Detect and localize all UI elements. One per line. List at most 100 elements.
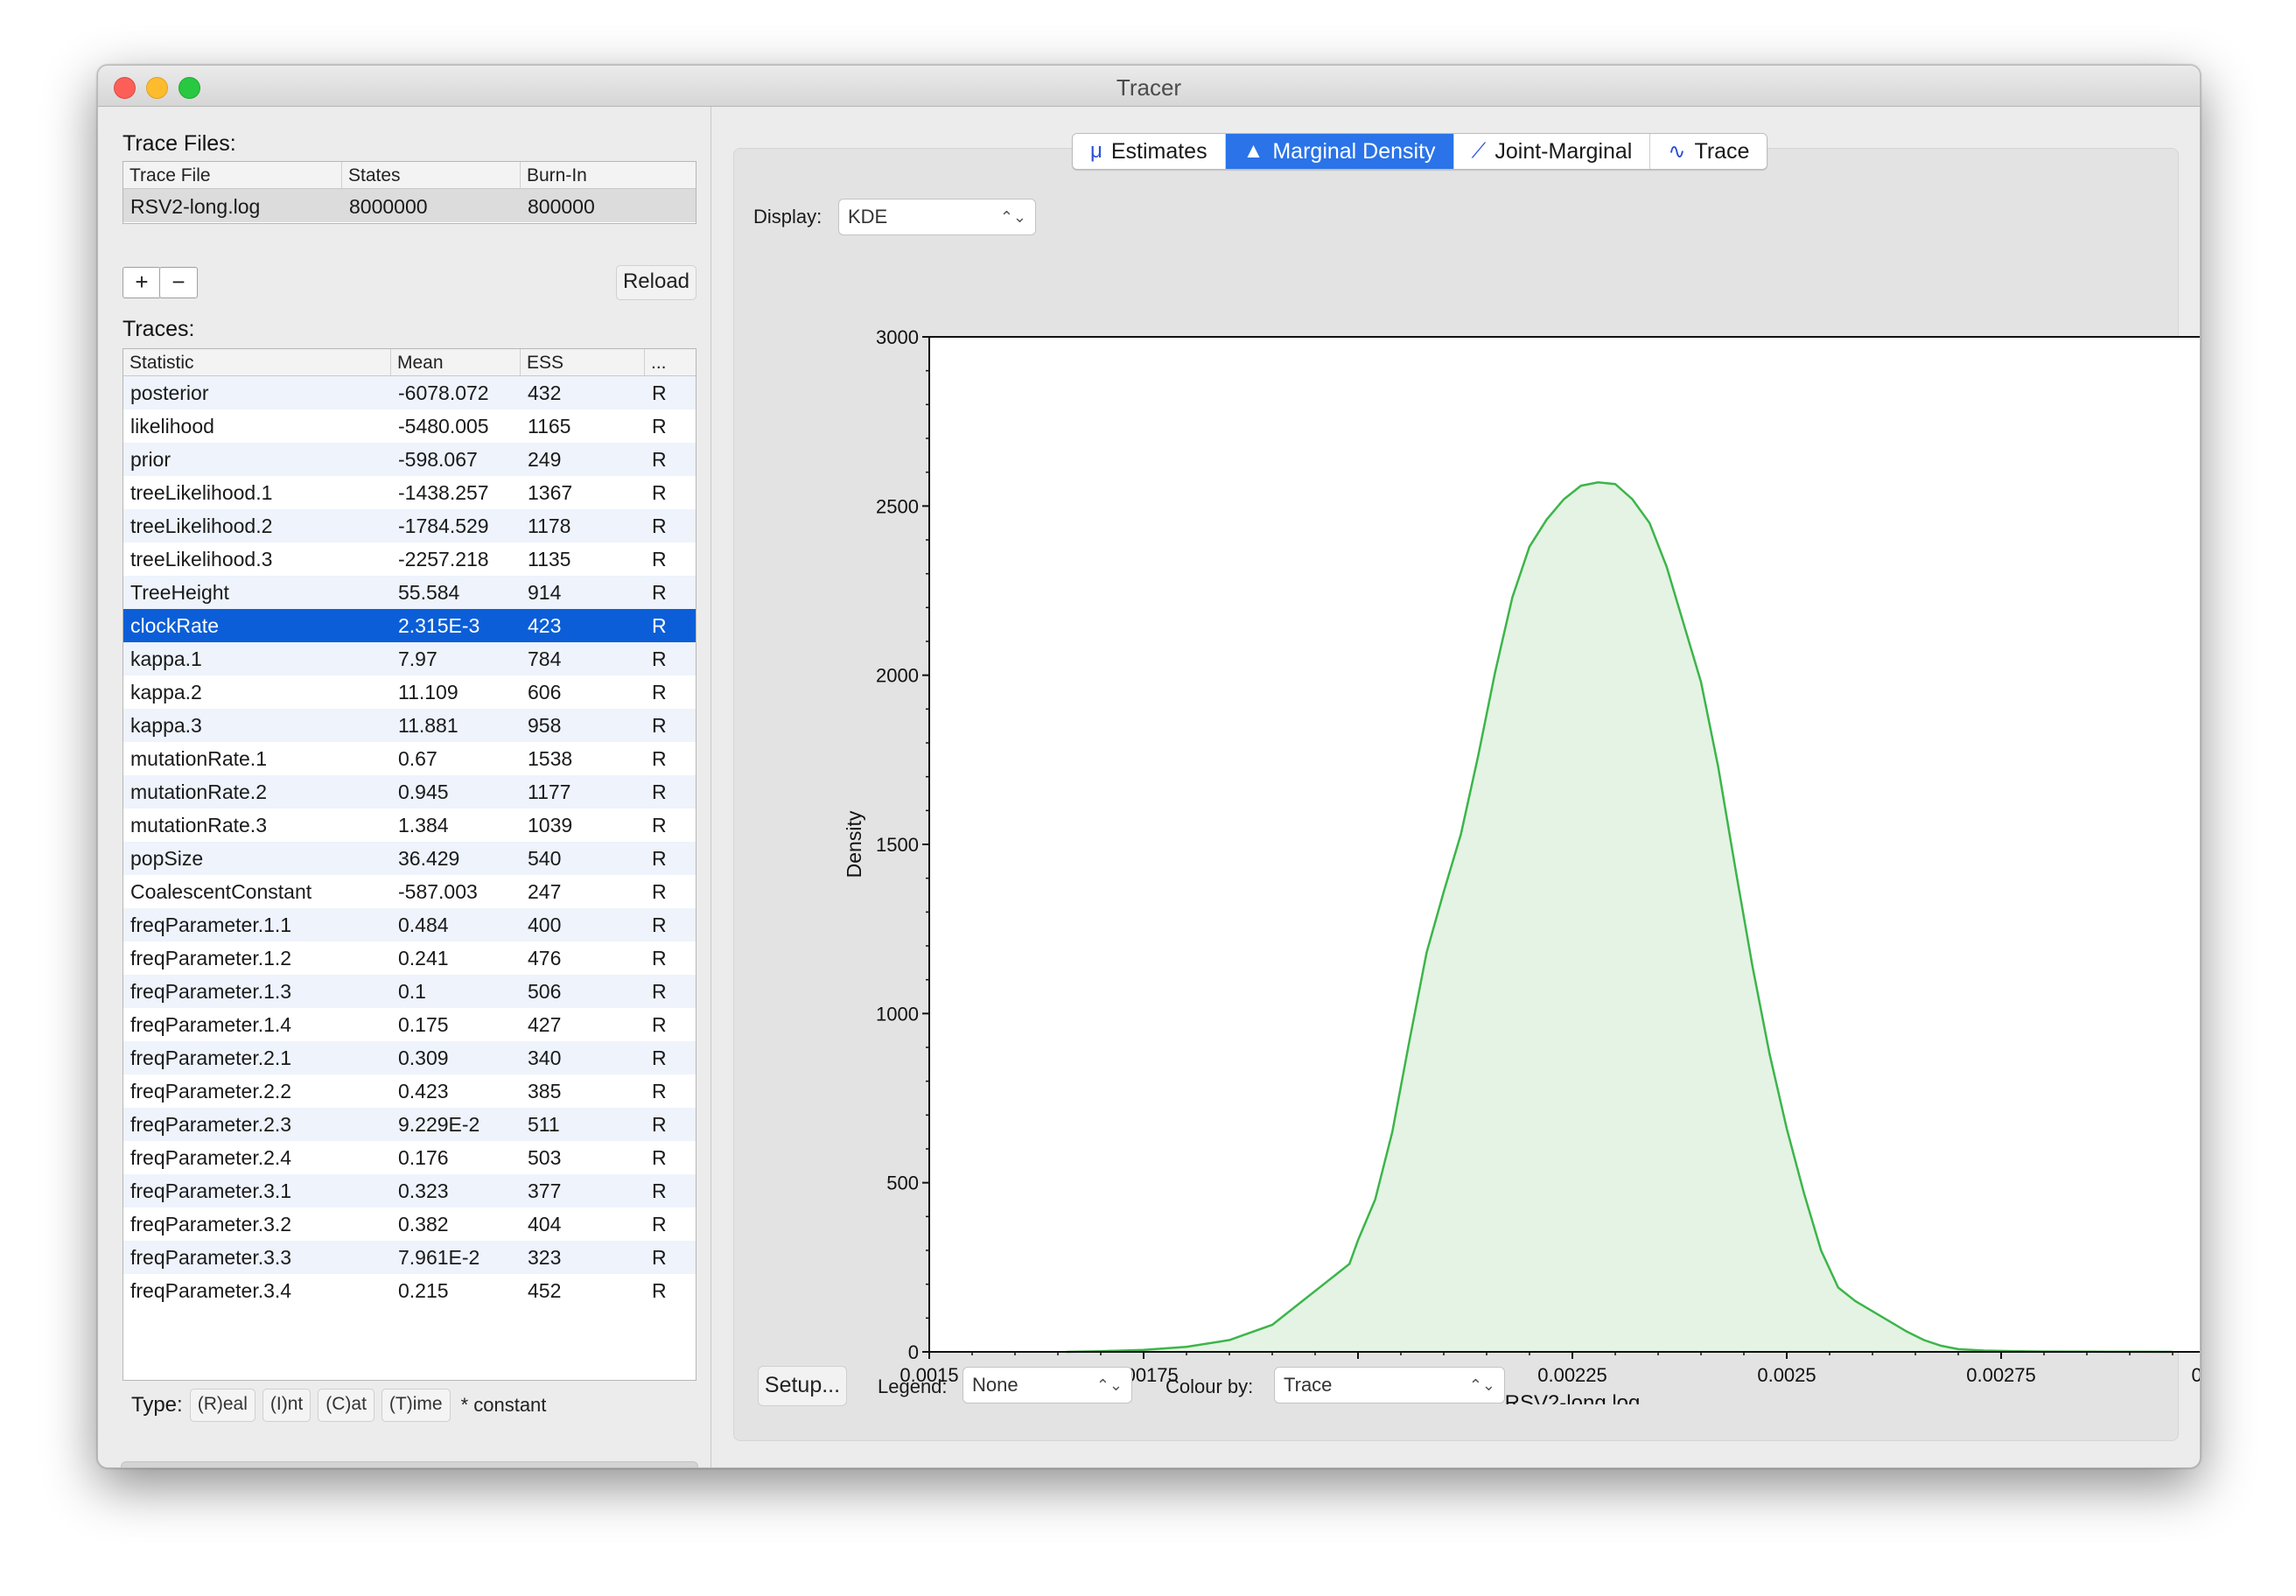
scatter-icon: ⟋ xyxy=(1471,139,1487,163)
display-select[interactable]: KDE ⌃⌄ xyxy=(838,199,1036,235)
trace-row[interactable]: kappa.2 11.109 606 R xyxy=(123,676,696,709)
trace-ess: 1177 xyxy=(528,780,571,803)
trace-type: R xyxy=(652,415,667,438)
trace-row[interactable]: freqParameter.2.2 0.423 385 R xyxy=(123,1074,696,1108)
trace-statistic: kappa.1 xyxy=(130,648,202,670)
trace-row[interactable]: popSize 36.429 540 R xyxy=(123,842,696,875)
trace-row[interactable]: freqParameter.2.1 0.309 340 R xyxy=(123,1041,696,1074)
trace-statistic: prior xyxy=(130,448,172,471)
trace-mean: 0.423 xyxy=(398,1080,449,1102)
reload-button[interactable]: Reload xyxy=(616,265,696,300)
tab-estimates[interactable]: μ Estimates xyxy=(1073,134,1226,169)
trace-statistic: freqParameter.2.3 xyxy=(130,1113,292,1136)
trace-type: R xyxy=(652,514,667,537)
trace-mean: -6078.072 xyxy=(398,382,489,404)
trace-row[interactable]: likelihood -5480.005 1165 R xyxy=(123,410,696,443)
trace-file-row[interactable]: RSV2-long.log 8000000 800000 xyxy=(123,189,696,222)
trace-row[interactable]: clockRate 2.315E-3 423 R xyxy=(123,609,696,642)
trace-statistic: freqParameter.2.2 xyxy=(130,1080,292,1102)
trace-ess: 476 xyxy=(528,947,562,970)
trace-row[interactable]: treeLikelihood.1 -1438.257 1367 R xyxy=(123,476,696,509)
trace-row[interactable]: freqParameter.1.2 0.241 476 R xyxy=(123,942,696,975)
type-int-button[interactable]: (I)nt xyxy=(262,1389,312,1422)
col-mean[interactable]: Mean xyxy=(391,349,521,375)
type-time-button[interactable]: (T)ime xyxy=(381,1389,451,1422)
tab-estimates-label: Estimates xyxy=(1110,138,1208,164)
col-ess[interactable]: ESS xyxy=(521,349,645,375)
col-trace-file[interactable]: Trace File xyxy=(123,162,342,188)
trace-row[interactable]: freqParameter.3.3 7.961E-2 323 R xyxy=(123,1241,696,1274)
trace-ess: 377 xyxy=(528,1180,562,1202)
trace-mean: 1.384 xyxy=(398,814,449,836)
type-real-button[interactable]: (R)eal xyxy=(189,1389,256,1422)
col-type[interactable]: ... xyxy=(651,353,667,373)
col-states[interactable]: States xyxy=(342,162,521,188)
x-tick-label: 0.0025 xyxy=(1757,1364,1816,1386)
setup-button[interactable]: Setup... xyxy=(758,1366,847,1406)
trace-row[interactable]: freqParameter.3.2 0.382 404 R xyxy=(123,1208,696,1241)
trace-row[interactable]: kappa.3 11.881 958 R xyxy=(123,709,696,742)
trace-mean: 11.109 xyxy=(398,681,458,704)
trace-row[interactable]: freqParameter.2.3 9.229E-2 511 R xyxy=(123,1108,696,1141)
colour-by-select[interactable]: Trace ⌃⌄ xyxy=(1274,1367,1505,1404)
y-tick-label: 500 xyxy=(886,1172,919,1194)
trace-type: R xyxy=(652,780,667,803)
legend-select[interactable]: None ⌃⌄ xyxy=(962,1367,1132,1404)
minimize-window-button[interactable] xyxy=(146,77,168,99)
trace-row[interactable]: freqParameter.2.4 0.176 503 R xyxy=(123,1141,696,1174)
horizontal-scrollbar[interactable] xyxy=(121,1461,698,1467)
colour-by-value: Trace xyxy=(1284,1374,1333,1396)
trace-row[interactable]: mutationRate.1 0.67 1538 R xyxy=(123,742,696,775)
trace-row[interactable]: CoalescentConstant -587.003 247 R xyxy=(123,875,696,908)
trace-mean: 0.945 xyxy=(398,780,449,803)
trace-statistic: kappa.2 xyxy=(130,681,202,704)
trace-row[interactable]: freqParameter.1.1 0.484 400 R xyxy=(123,908,696,942)
trace-row[interactable]: treeLikelihood.2 -1784.529 1178 R xyxy=(123,509,696,542)
tab-joint-marginal-label: Joint-Marginal xyxy=(1494,138,1633,164)
trace-statistic: TreeHeight xyxy=(130,581,229,604)
trace-ess: 958 xyxy=(528,714,562,737)
trace-mean: 0.215 xyxy=(398,1279,449,1302)
trace-row[interactable]: mutationRate.3 1.384 1039 R xyxy=(123,808,696,842)
trace-statistic: freqParameter.1.1 xyxy=(130,914,292,936)
trace-row[interactable]: freqParameter.3.1 0.323 377 R xyxy=(123,1174,696,1208)
chevron-updown-icon: ⌃⌄ xyxy=(999,208,1026,226)
x-tick-label: 0.00275 xyxy=(1966,1364,2036,1386)
trace-row[interactable]: treeLikelihood.3 -2257.218 1135 R xyxy=(123,542,696,576)
trace-type: R xyxy=(652,1146,667,1169)
trace-type: R xyxy=(652,847,667,870)
trace-type: R xyxy=(652,481,667,504)
trace-mean: 0.382 xyxy=(398,1213,449,1236)
trace-row[interactable]: freqParameter.1.3 0.1 506 R xyxy=(123,975,696,1008)
type-cat-button[interactable]: (C)at xyxy=(318,1389,374,1422)
col-statistic[interactable]: Statistic xyxy=(123,349,391,375)
trace-mean: 11.881 xyxy=(398,714,458,737)
trace-mean: -2257.218 xyxy=(398,548,489,570)
trace-files-table: Trace File States Burn-In RSV2-long.log … xyxy=(122,161,696,224)
title-bar: Tracer xyxy=(98,66,2200,107)
mu-icon: μ xyxy=(1090,139,1102,163)
traces-label: Traces: xyxy=(122,317,195,341)
tab-trace[interactable]: ∿ Trace xyxy=(1650,134,1768,169)
trace-row[interactable]: posterior -6078.072 432 R xyxy=(123,376,696,410)
trace-ess: 540 xyxy=(528,847,562,870)
col-burn-in[interactable]: Burn-In xyxy=(527,165,587,186)
zoom-window-button[interactable] xyxy=(178,77,200,99)
tab-marginal-density[interactable]: ▲ Marginal Density xyxy=(1225,134,1454,169)
trace-row[interactable]: prior -598.067 249 R xyxy=(123,443,696,476)
trace-ess: 247 xyxy=(528,880,562,903)
density-curve xyxy=(1066,481,2174,1354)
trace-row[interactable]: TreeHeight 55.584 914 R xyxy=(123,576,696,609)
y-tick-label: 3000 xyxy=(876,326,919,348)
trace-row[interactable]: freqParameter.1.4 0.175 427 R xyxy=(123,1008,696,1041)
tab-joint-marginal[interactable]: ⟋ Joint-Marginal xyxy=(1453,134,1651,169)
remove-file-button[interactable]: − xyxy=(159,267,198,298)
trace-row[interactable]: mutationRate.2 0.945 1177 R xyxy=(123,775,696,808)
trace-row[interactable]: kappa.1 7.97 784 R xyxy=(123,642,696,676)
trace-row[interactable]: freqParameter.3.4 0.215 452 R xyxy=(123,1274,696,1307)
trace-file-burnin[interactable]: 800000 xyxy=(528,195,595,218)
trace-mean: 0.176 xyxy=(398,1146,449,1169)
close-window-button[interactable] xyxy=(114,77,136,99)
y-tick-label: 1500 xyxy=(876,834,919,856)
add-file-button[interactable]: + xyxy=(122,267,161,298)
